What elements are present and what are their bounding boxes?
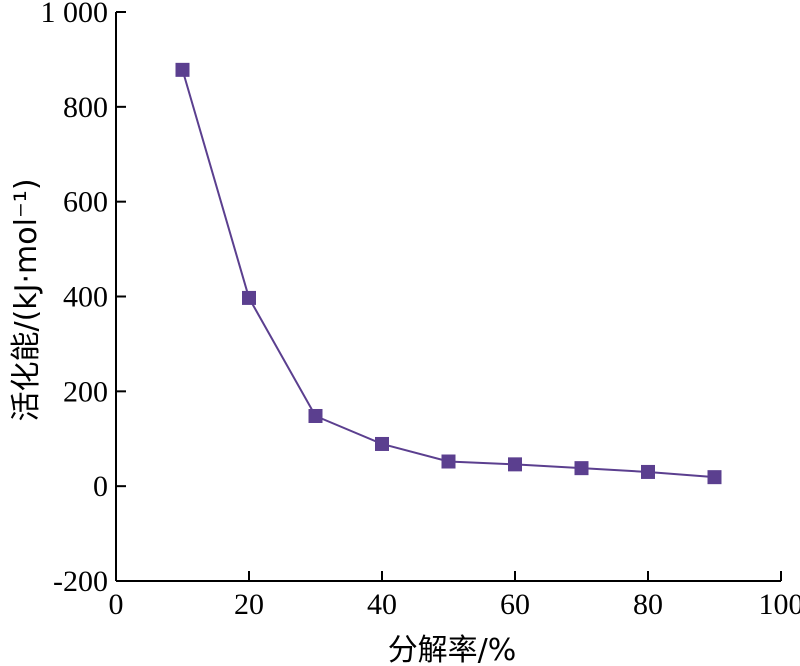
series-line [181,69,715,479]
data-point-marker [441,454,456,469]
data-point-marker [242,290,256,305]
data-point-marker [375,436,389,451]
y-tick-label: 800 [63,91,108,124]
data-point-marker [508,457,522,472]
x-axis-title: 分解率/% [388,633,517,666]
x-tick-label: 80 [633,588,663,621]
data-point-marker [308,408,323,423]
y-tick-label: -200 [53,565,108,598]
y-tick-label: 400 [63,281,108,314]
x-tick-label: 20 [234,588,264,621]
data-point-marker [175,62,190,77]
x-tick-label: 0 [109,588,124,621]
series-layer [175,62,722,485]
y-tick-label: 1 000 [41,0,109,29]
x-tick-label: 40 [367,588,397,621]
y-tick-label: 200 [63,375,108,408]
y-tick-label: 600 [63,186,108,219]
y-ticks: -200 0 200 400 600 800 1 000 [41,0,126,598]
data-point-marker [574,461,589,476]
x-tick-label: 100 [759,588,800,621]
x-tick-label: 60 [500,588,530,621]
y-tick-label: 0 [93,470,108,503]
data-point-marker [707,470,722,485]
axes [115,12,781,582]
data-point-marker [641,464,655,479]
x-ticks: 0 20 40 60 80 100 [109,571,800,621]
y-axis-title: 活化能/(kJ·mol⁻¹) [9,178,44,421]
